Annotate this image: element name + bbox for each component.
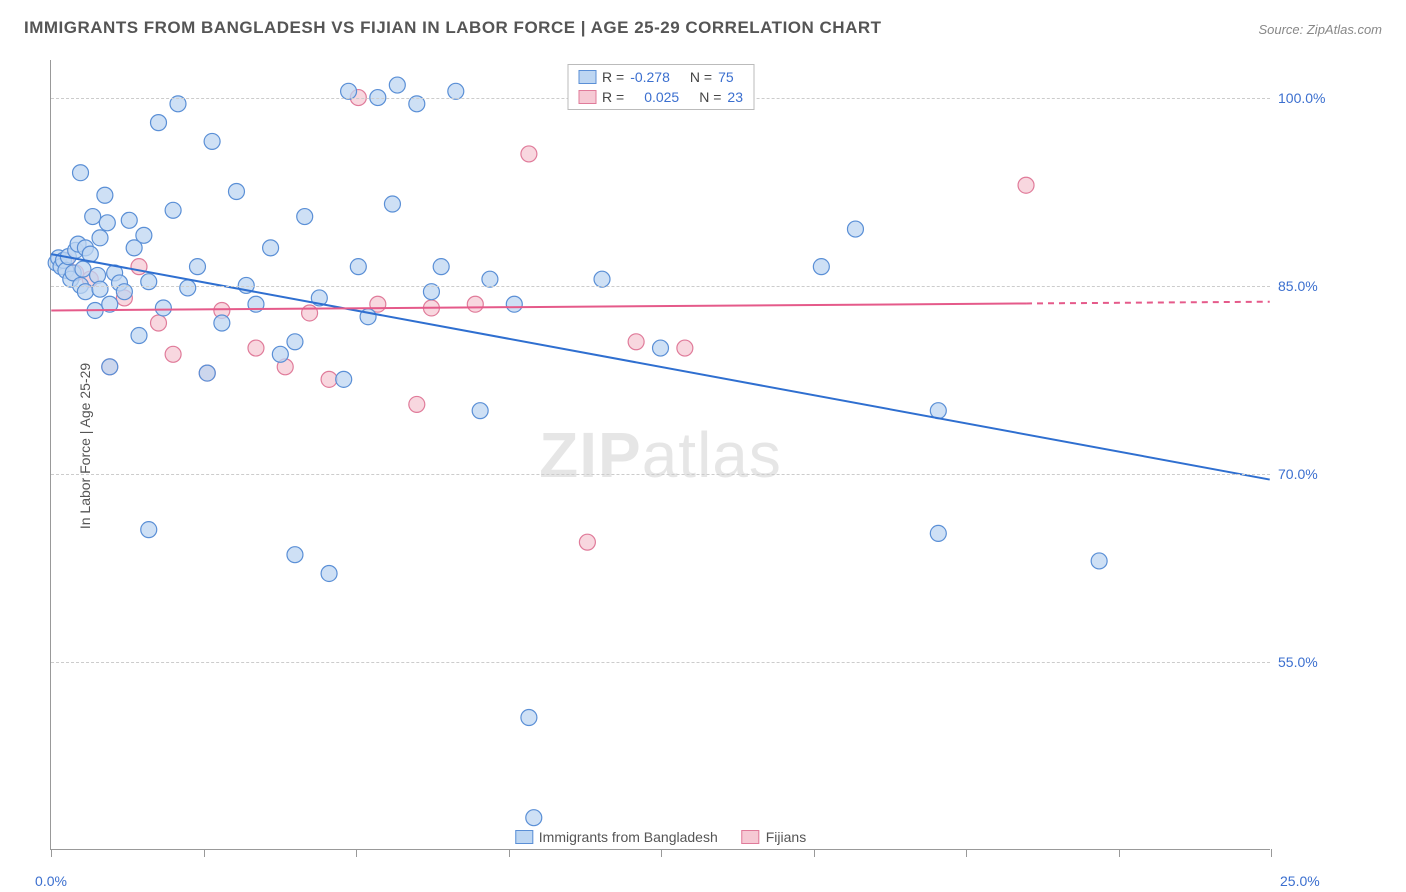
gridline-h [51, 286, 1270, 287]
legend-item-0: Immigrants from Bangladesh [515, 829, 718, 845]
scatter-point [165, 202, 181, 218]
plot-svg [51, 60, 1270, 849]
legend-swatch-1 [742, 830, 760, 844]
x-tick [51, 849, 52, 857]
scatter-point [472, 403, 488, 419]
series-legend: Immigrants from Bangladesh Fijians [507, 827, 814, 847]
swatch-series-0 [578, 70, 596, 84]
r-label-1: R = [602, 89, 624, 105]
scatter-point [92, 281, 108, 297]
legend-swatch-0 [515, 830, 533, 844]
scatter-point [141, 274, 157, 290]
scatter-point [228, 184, 244, 200]
scatter-point [131, 328, 147, 344]
legend-row-series-0: R = -0.278 N = 75 [568, 67, 753, 87]
legend-label-0: Immigrants from Bangladesh [539, 829, 718, 845]
scatter-point [214, 315, 230, 331]
scatter-point [297, 209, 313, 225]
scatter-point [151, 115, 167, 131]
n-label-1: N = [699, 89, 721, 105]
x-tick [204, 849, 205, 857]
scatter-point [521, 146, 537, 162]
y-tick-label: 100.0% [1278, 90, 1358, 106]
scatter-point [73, 165, 89, 181]
n-value-1: 23 [727, 89, 743, 105]
scatter-point [189, 259, 205, 275]
scatter-point [155, 300, 171, 316]
scatter-point [287, 334, 303, 350]
scatter-point [1091, 553, 1107, 569]
r-value-1: 0.025 [644, 89, 679, 105]
scatter-point [813, 259, 829, 275]
scatter-point [653, 340, 669, 356]
r-value-0: -0.278 [630, 69, 670, 85]
scatter-point [521, 710, 537, 726]
x-tick [1271, 849, 1272, 857]
gridline-h [51, 662, 1270, 663]
scatter-point [409, 396, 425, 412]
regression-line [51, 303, 1026, 310]
scatter-point [92, 230, 108, 246]
scatter-point [302, 305, 318, 321]
scatter-point [847, 221, 863, 237]
scatter-point [321, 371, 337, 387]
legend-item-1: Fijians [742, 829, 806, 845]
scatter-point [287, 547, 303, 563]
x-tick [661, 849, 662, 857]
gridline-h [51, 474, 1270, 475]
scatter-point [350, 259, 366, 275]
source-label: Source: ZipAtlas.com [1258, 22, 1382, 37]
scatter-point [165, 346, 181, 362]
scatter-point [141, 522, 157, 538]
regression-line-dashed [1026, 302, 1270, 304]
legend-label-1: Fijians [766, 829, 806, 845]
scatter-point [151, 315, 167, 331]
scatter-point [136, 227, 152, 243]
scatter-point [321, 565, 337, 581]
regression-line [51, 254, 1269, 479]
r-label-0: R = [602, 69, 624, 85]
plot-area: ZIPatlas R = -0.278 N = 75 R = 0.025 N =… [50, 60, 1270, 850]
y-tick-label: 85.0% [1278, 278, 1358, 294]
y-tick-label: 70.0% [1278, 466, 1358, 482]
x-tick-left: 0.0% [35, 873, 67, 889]
x-tick [966, 849, 967, 857]
scatter-point [121, 212, 137, 228]
n-label-0: N = [690, 69, 712, 85]
scatter-point [272, 346, 288, 362]
scatter-point [199, 365, 215, 381]
scatter-point [384, 196, 400, 212]
scatter-point [579, 534, 595, 550]
chart-title: IMMIGRANTS FROM BANGLADESH VS FIJIAN IN … [24, 18, 882, 38]
scatter-point [263, 240, 279, 256]
scatter-point [1018, 177, 1034, 193]
x-tick [1119, 849, 1120, 857]
scatter-point [506, 296, 522, 312]
x-tick [814, 849, 815, 857]
scatter-point [99, 215, 115, 231]
n-value-0: 75 [718, 69, 734, 85]
scatter-point [102, 359, 118, 375]
swatch-series-1 [578, 90, 596, 104]
scatter-point [677, 340, 693, 356]
scatter-point [204, 133, 220, 149]
scatter-point [389, 77, 405, 93]
x-tick-right: 25.0% [1280, 873, 1360, 889]
scatter-point [526, 810, 542, 826]
scatter-point [248, 340, 264, 356]
scatter-point [97, 187, 113, 203]
y-tick-label: 55.0% [1278, 654, 1358, 670]
scatter-point [75, 261, 91, 277]
scatter-point [85, 209, 101, 225]
scatter-point [628, 334, 644, 350]
scatter-point [336, 371, 352, 387]
correlation-legend: R = -0.278 N = 75 R = 0.025 N = 23 [567, 64, 754, 110]
legend-row-series-1: R = 0.025 N = 23 [568, 87, 753, 107]
x-tick [509, 849, 510, 857]
x-tick [356, 849, 357, 857]
scatter-point [930, 525, 946, 541]
scatter-point [433, 259, 449, 275]
scatter-point [180, 280, 196, 296]
scatter-point [467, 296, 483, 312]
